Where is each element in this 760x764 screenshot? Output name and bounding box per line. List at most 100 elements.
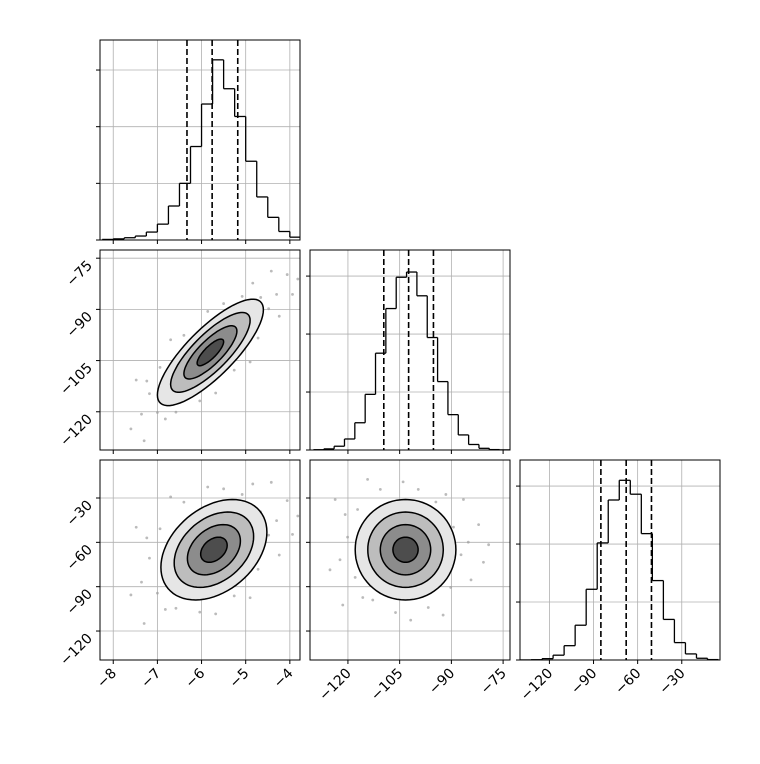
sample-point [487, 543, 491, 547]
sample-point [394, 611, 397, 614]
y-tick-label: −120 [57, 631, 96, 670]
sample-point [145, 536, 149, 540]
sample-point [259, 296, 263, 299]
sample-point [275, 292, 279, 296]
sample-point [296, 277, 300, 281]
sample-point [174, 410, 178, 414]
sample-point [346, 535, 349, 539]
sample-point [267, 307, 271, 311]
axes-frame [309, 249, 511, 451]
sample-point [378, 488, 382, 491]
sample-point [129, 593, 133, 597]
sample-point [466, 540, 470, 544]
axes-frame [99, 459, 301, 661]
x-tick-label: −8 [94, 666, 120, 692]
y-tick-label: −90 [64, 309, 96, 341]
sample-point [140, 580, 143, 584]
x-tick-label: −30 [656, 666, 688, 698]
plot-area [310, 460, 510, 660]
x-tick-label: −4 [271, 665, 297, 691]
sample-point [482, 560, 485, 564]
sample-point [459, 553, 463, 557]
sample-point [256, 336, 260, 340]
x-tick-label: −120 [518, 666, 557, 705]
sample-point [198, 399, 202, 403]
sample-point [155, 591, 159, 595]
sample-point [163, 608, 167, 611]
sample-point [416, 488, 420, 491]
sample-point [275, 519, 279, 523]
sample-point [371, 598, 375, 602]
sample-point [145, 379, 149, 383]
plot-area [100, 460, 300, 660]
sample-point [158, 366, 162, 369]
sample-point [232, 368, 236, 372]
y-tick-label: −105 [57, 360, 96, 399]
plot-area [100, 250, 300, 450]
x-tick-label: −6 [182, 665, 208, 691]
sample-point [269, 269, 273, 273]
contour [392, 536, 419, 564]
sample-point [182, 500, 186, 504]
sample-point [333, 498, 337, 501]
sample-point [248, 360, 252, 364]
sample-point [240, 493, 244, 496]
sample-point [469, 578, 473, 582]
sample-point [341, 603, 345, 607]
x-tick-label: −105 [368, 666, 407, 705]
panel: −120 −105 −90 −75 [306, 459, 511, 705]
sample-point [291, 532, 294, 536]
x-tick-label: −7 [138, 666, 164, 692]
sample-point [163, 417, 167, 421]
sample-point [142, 439, 146, 443]
x-tick-label: −75 [478, 666, 510, 698]
sample-point [206, 310, 210, 313]
sample-point [441, 613, 445, 617]
sample-point [240, 295, 244, 298]
sample-point [134, 378, 138, 382]
sample-point [444, 493, 448, 496]
sample-point [251, 482, 255, 486]
sample-point [267, 533, 271, 537]
axes-frame [519, 459, 721, 661]
sample-point [356, 508, 359, 511]
sample-point [155, 411, 159, 414]
sample-point [285, 499, 289, 503]
sample-point [401, 480, 405, 484]
sample-point [222, 302, 226, 305]
sample-point [148, 556, 151, 560]
sample-point [140, 412, 143, 416]
sample-point [148, 392, 151, 396]
panel: −120 −90 −60 −30 [516, 459, 721, 705]
sample-point [434, 500, 438, 504]
x-tick-label: −90 [568, 666, 600, 698]
sample-point [251, 281, 255, 285]
sample-point [232, 594, 236, 598]
sample-point [426, 606, 430, 609]
sample-point [361, 596, 365, 599]
sample-point [182, 333, 186, 337]
sample-point [169, 495, 173, 499]
axes-frame [99, 249, 301, 451]
sample-point [366, 477, 369, 481]
x-tick-label: −120 [316, 666, 355, 705]
sample-point [206, 485, 210, 489]
sample-point [129, 427, 133, 431]
y-tick-label: −90 [64, 586, 96, 618]
y-tick-label: −120 [57, 411, 96, 450]
axes-frame [99, 39, 301, 241]
sample-point [353, 575, 357, 579]
sample-point [174, 606, 178, 610]
plot-area [100, 40, 300, 240]
sample-point [214, 391, 218, 395]
sample-point [198, 610, 202, 614]
plot-area [520, 460, 720, 660]
sample-point [169, 338, 173, 342]
sample-point [328, 568, 332, 572]
sample-point [296, 514, 300, 518]
plot-area [310, 250, 510, 450]
sample-point [214, 612, 218, 616]
sample-point [285, 273, 289, 276]
sample-point [338, 558, 342, 562]
